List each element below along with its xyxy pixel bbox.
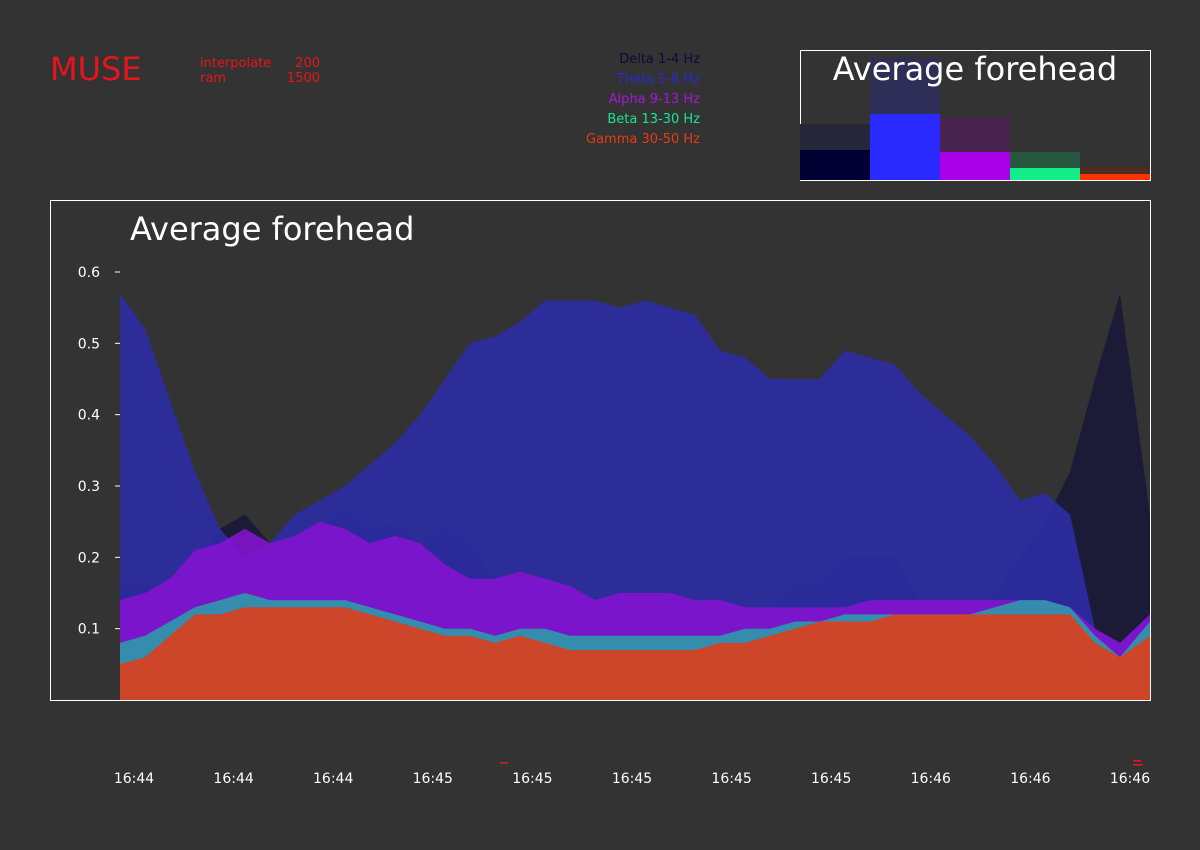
legend-item-gamma: Gamma 30-50 Hz xyxy=(586,132,700,147)
x-tick-label: 16:45 xyxy=(711,771,751,787)
bar xyxy=(940,152,1010,180)
timeline-marker xyxy=(1133,764,1143,766)
param-interpolate: interpolate 200 xyxy=(200,56,320,71)
x-tick-label: 16:45 xyxy=(811,771,851,787)
band-legend: Delta 1-4 Hz Theta 5-8 Hz Alpha 9-13 Hz … xyxy=(586,50,700,150)
y-tick-label: 0.3 xyxy=(78,479,100,495)
timeline-marker xyxy=(1133,760,1141,762)
params-panel: interpolate 200 ram 1500 xyxy=(200,56,320,86)
legend-item-theta: Theta 5-8 Hz xyxy=(616,72,700,87)
x-tick-label: 16:46 xyxy=(1010,771,1050,787)
bar xyxy=(1080,174,1150,180)
y-tick-label: 0.5 xyxy=(78,336,100,352)
legend-item-alpha: Alpha 9-13 Hz xyxy=(608,92,700,107)
bar-chart-title: Average forehead xyxy=(833,50,1117,88)
timeline-marker xyxy=(500,762,508,764)
bar xyxy=(800,150,870,180)
app-title: MUSE xyxy=(50,50,142,88)
legend-item-beta: Beta 13-30 Hz xyxy=(607,112,700,127)
param-key: interpolate xyxy=(200,56,272,71)
y-tick-label: 0.2 xyxy=(78,550,100,566)
param-value: 200 xyxy=(295,56,320,71)
x-tick-label: 16:45 xyxy=(413,771,453,787)
param-key: ram xyxy=(200,71,226,86)
x-tick-label: 16:46 xyxy=(911,771,951,787)
legend-item-delta: Delta 1-4 Hz xyxy=(619,52,700,67)
area-chart-title: Average forehead xyxy=(130,210,414,248)
area-chart-panel: 0.1 0.2 0.3 0.4 0.5 0.6 16:44 16:44 16:44 16:45 1… xyxy=(50,200,1151,787)
bar xyxy=(870,114,940,180)
area-chart-frame xyxy=(50,200,1151,701)
x-tick-label: 16:44 xyxy=(114,771,154,787)
x-tick-label: 16:45 xyxy=(612,771,652,787)
x-tick-label: 16:46 xyxy=(1110,771,1150,787)
bar-chart-panel: Average forehead xyxy=(800,50,1151,181)
x-tick-label: 16:45 xyxy=(512,771,552,787)
x-tick-label: 16:44 xyxy=(213,771,253,787)
y-tick-label: 0.4 xyxy=(78,408,100,424)
param-value: 1500 xyxy=(286,71,320,86)
y-tick-label: 0.6 xyxy=(78,265,100,281)
param-ram: ram 1500 xyxy=(200,71,320,86)
x-tick-label: 16:44 xyxy=(313,771,353,787)
bar-chart-frame xyxy=(800,50,1151,181)
area-series-gamma xyxy=(120,607,1150,700)
y-tick-label: 0.1 xyxy=(78,622,100,638)
bar xyxy=(1010,168,1080,180)
